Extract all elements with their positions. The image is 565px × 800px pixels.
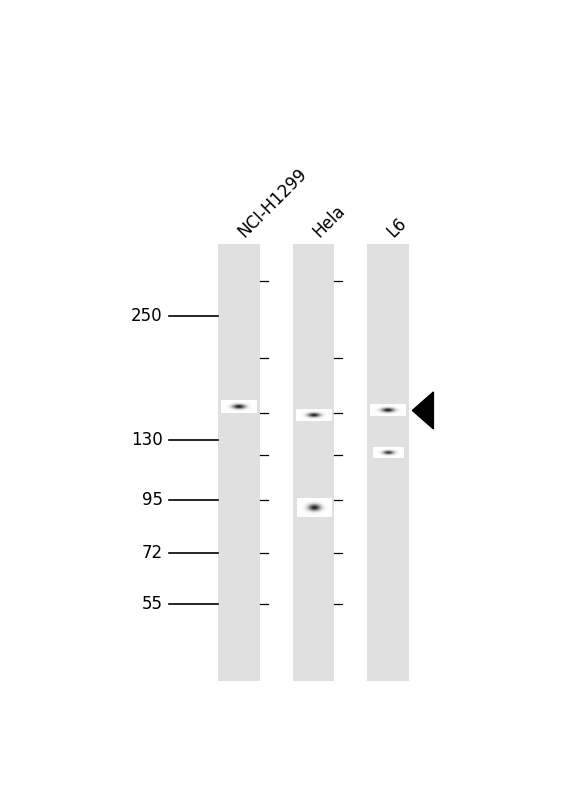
Bar [219,244,260,682]
Bar [367,244,409,682]
Text: Hela: Hela [309,202,349,241]
Text: L6: L6 [384,214,410,241]
Text: 130: 130 [131,431,163,449]
Text: 95: 95 [142,491,163,509]
Text: NCI-H1299: NCI-H1299 [235,165,311,241]
Text: 250: 250 [131,307,163,325]
Text: 55: 55 [142,594,163,613]
Text: 72: 72 [141,543,163,562]
Polygon shape [412,392,433,429]
Bar [293,244,334,682]
